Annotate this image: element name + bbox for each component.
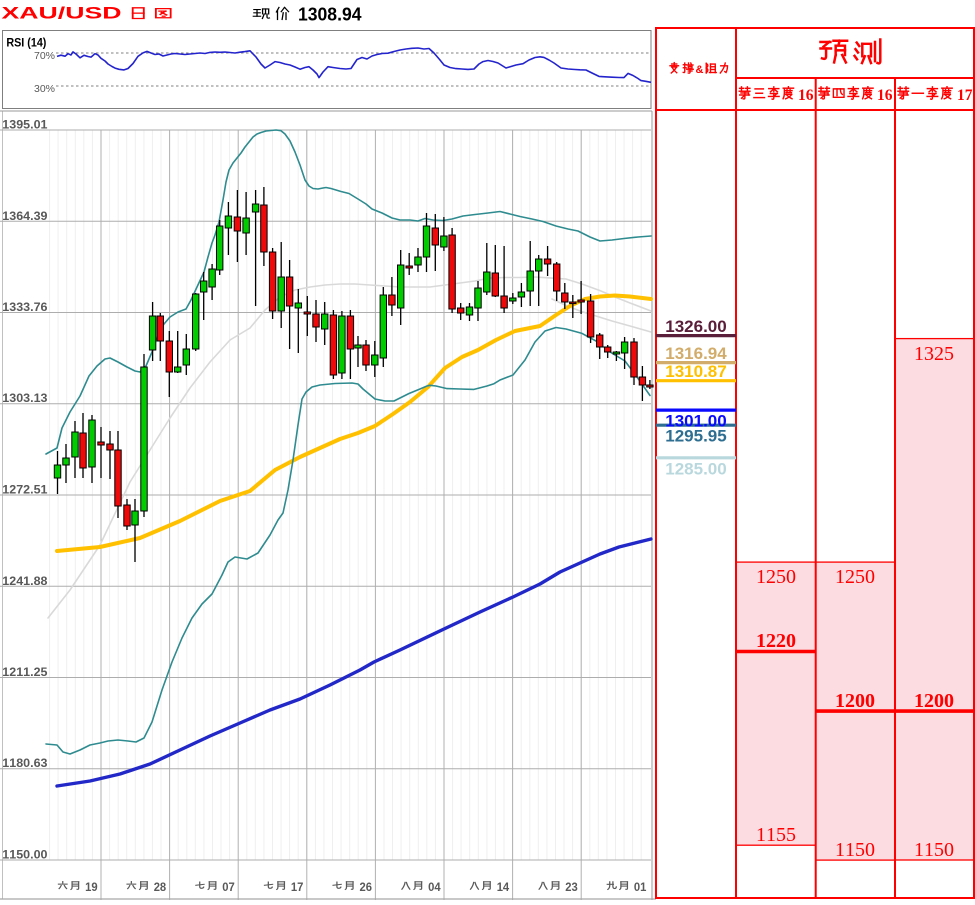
svg-text:23: 23 <box>565 882 578 894</box>
svg-text:1295.95: 1295.95 <box>665 427 726 446</box>
svg-text:1200: 1200 <box>835 690 875 712</box>
svg-text:07: 07 <box>222 882 235 894</box>
svg-text:1301.00: 1301.00 <box>665 412 726 431</box>
svg-text:1150.00: 1150.00 <box>2 848 47 862</box>
svg-text:26: 26 <box>360 882 373 894</box>
svg-text:1303.13: 1303.13 <box>2 391 47 405</box>
svg-text:1308.94: 1308.94 <box>298 5 362 25</box>
svg-text:1326.00: 1326.00 <box>665 317 726 336</box>
svg-text:1200: 1200 <box>914 690 954 712</box>
svg-text:1325: 1325 <box>914 343 954 365</box>
svg-text:1395.01: 1395.01 <box>2 118 47 132</box>
svg-text:01: 01 <box>634 882 647 894</box>
svg-text:28: 28 <box>154 882 167 894</box>
svg-text:14: 14 <box>497 882 510 894</box>
svg-text:04: 04 <box>428 882 441 894</box>
svg-text:1250: 1250 <box>835 566 875 588</box>
svg-text:16: 16 <box>798 87 814 104</box>
svg-text:1250: 1250 <box>756 566 796 588</box>
svg-text:XAU/USD: XAU/USD <box>2 4 122 23</box>
svg-text:17: 17 <box>957 87 973 104</box>
svg-text:1310.87: 1310.87 <box>665 362 726 381</box>
svg-text:19: 19 <box>85 882 98 894</box>
svg-text:1150: 1150 <box>835 839 875 861</box>
svg-text:1150: 1150 <box>914 839 954 861</box>
svg-text:1241.88: 1241.88 <box>2 574 47 588</box>
svg-text:1285.00: 1285.00 <box>665 459 726 478</box>
svg-text:1364.39: 1364.39 <box>2 209 47 223</box>
svg-text:1220: 1220 <box>756 630 796 652</box>
svg-text:1180.63: 1180.63 <box>2 756 47 770</box>
svg-text:70%: 70% <box>34 50 55 62</box>
svg-text:30%: 30% <box>34 83 55 95</box>
svg-text:1272.51: 1272.51 <box>2 483 47 497</box>
svg-text:1316.94: 1316.94 <box>665 344 727 363</box>
svg-text:17: 17 <box>291 882 304 894</box>
svg-text:RSI (14): RSI (14) <box>6 38 46 50</box>
svg-text:1155: 1155 <box>756 824 796 846</box>
svg-text:16: 16 <box>877 87 893 104</box>
svg-text:1211.25: 1211.25 <box>2 665 47 679</box>
svg-text:1333.76: 1333.76 <box>2 300 47 314</box>
svg-text:&: & <box>696 64 704 76</box>
